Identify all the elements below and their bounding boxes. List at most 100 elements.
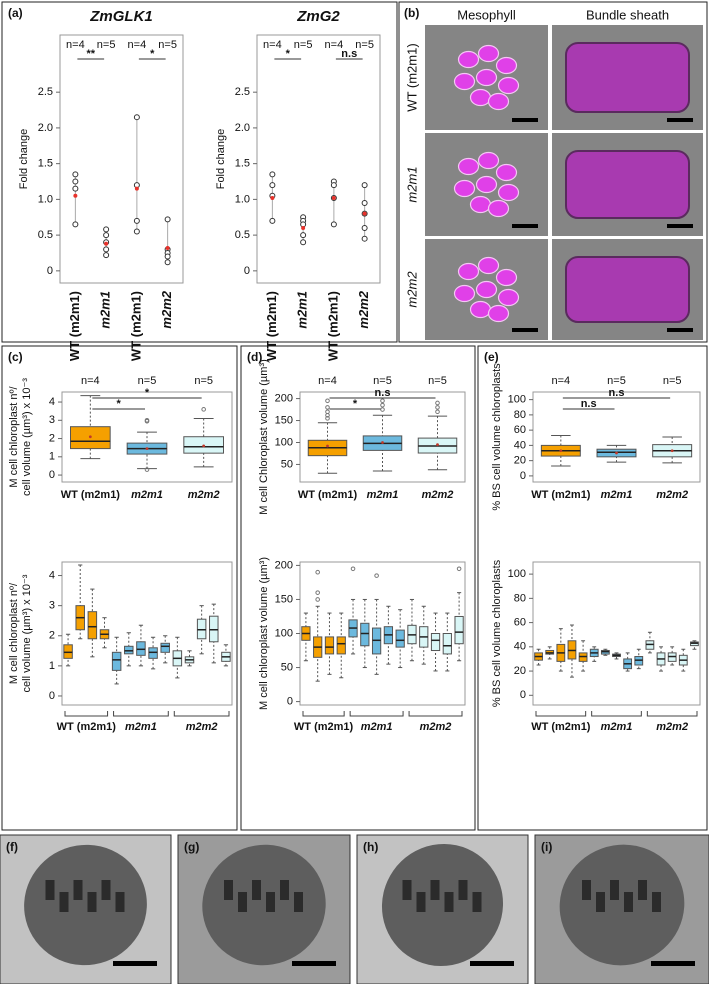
significance-label: n.s [609, 387, 625, 399]
x-tick-label: WT (m2m1) [325, 291, 340, 361]
outlier [380, 398, 385, 404]
group-label: m2m2 [656, 721, 688, 733]
box [87, 611, 98, 640]
group-label: m2m1 [601, 721, 633, 733]
n-label: n=5 [138, 375, 157, 387]
mean-point [202, 444, 206, 448]
box [148, 647, 158, 659]
row-label: WT (m2m1) [404, 43, 419, 111]
thylakoid-stack [266, 892, 275, 912]
data-point [361, 199, 368, 206]
group-label: m2m1 [361, 721, 393, 733]
scale-bar [667, 118, 693, 122]
group-bracket [64, 711, 109, 717]
row-label: m2m2 [404, 271, 419, 308]
bundle-sheath-cell [565, 150, 690, 219]
outlier [325, 409, 330, 415]
n-label: n=5 [194, 375, 213, 387]
chloroplast [24, 844, 147, 966]
mean-point [326, 444, 329, 448]
y-axis-label: Fold change [215, 129, 227, 190]
scale-bar [651, 961, 695, 966]
panel-frame [240, 345, 476, 831]
n-label: n=4 [81, 375, 100, 387]
y-tick-label: 40 [514, 641, 526, 653]
panel-label: (b) [404, 6, 419, 20]
group-bracket [349, 711, 404, 717]
y-axis-label: Fold change [18, 129, 30, 190]
data-point [72, 185, 79, 192]
outlier [380, 407, 385, 412]
group-label: m2m2 [656, 489, 688, 501]
data-point [269, 217, 276, 224]
group-label: m2m2 [422, 489, 454, 501]
group-bracket [408, 711, 463, 717]
significance-label: * [150, 48, 155, 60]
chloroplast [469, 300, 492, 319]
mean-point [331, 195, 336, 200]
y-tick-label: 0 [244, 265, 250, 277]
significance-label: n.s [341, 48, 357, 60]
thylakoid-stack [458, 880, 468, 900]
scale-bar [113, 961, 157, 966]
thylakoid-stack [582, 880, 591, 900]
box [336, 636, 346, 655]
y-tick-label: 0.5 [38, 229, 53, 241]
y-tick-label: 1.0 [235, 193, 250, 205]
outlier [201, 407, 206, 412]
y-tick-label: 1.0 [38, 193, 53, 205]
group-label: WT (m2m1) [57, 721, 117, 733]
x-tick-label: m2m1 [98, 291, 113, 329]
chloroplast [457, 262, 480, 281]
y-tick-label: 2 [49, 630, 55, 642]
bundle-sheath-cell [565, 42, 690, 113]
y-tick-label: 100 [508, 394, 526, 406]
y-tick-label: 2.5 [235, 86, 250, 98]
chloroplast [487, 304, 510, 323]
x-tick-label: m2m2 [356, 290, 371, 328]
box [63, 644, 73, 659]
mean-point [436, 443, 439, 447]
panel-label: (f) [6, 840, 18, 854]
x-tick-label: WT (m2m1) [128, 291, 143, 361]
mean-point [615, 451, 618, 455]
y-tick-label: 0 [47, 265, 53, 277]
thylakoid-stack [624, 892, 633, 912]
thylakoid-stack [402, 880, 412, 900]
box [324, 636, 335, 655]
data-point [269, 182, 276, 189]
outlier [315, 569, 320, 575]
box [454, 615, 464, 645]
chloroplast [475, 68, 498, 87]
panel-label: (h) [363, 840, 378, 854]
y-tick-label: 1 [49, 660, 55, 672]
group-bracket [591, 711, 642, 717]
chloroplast [477, 256, 500, 275]
outlier [374, 573, 379, 578]
chloroplast [381, 843, 504, 967]
plot-frame [299, 561, 466, 706]
chloroplast [475, 280, 498, 299]
y-tick-label: 60 [514, 616, 526, 628]
panel-label: (g) [184, 840, 199, 854]
chloroplast [475, 175, 498, 194]
y-axis-label: M cell chloroplast nº/ [8, 385, 20, 487]
mean-point [165, 245, 170, 250]
plot-frame [61, 561, 233, 706]
mean-point [270, 195, 275, 200]
mean-point [559, 449, 563, 453]
significance-label: * [117, 398, 122, 410]
n-label: n=5 [428, 375, 447, 387]
thylakoid-stack [294, 892, 303, 912]
bundle-sheath-cell [565, 256, 690, 323]
scale-bar [512, 118, 538, 122]
thylakoid-stack [610, 880, 619, 900]
chloroplast [202, 844, 326, 966]
group-bracket [535, 711, 587, 717]
y-axis-label: cell volume (µm³) x 10⁻³ [21, 574, 33, 692]
group-bracket [113, 711, 169, 717]
data-point [164, 259, 171, 266]
outlier [144, 417, 150, 423]
group-label: WT (m2m1) [61, 489, 121, 501]
